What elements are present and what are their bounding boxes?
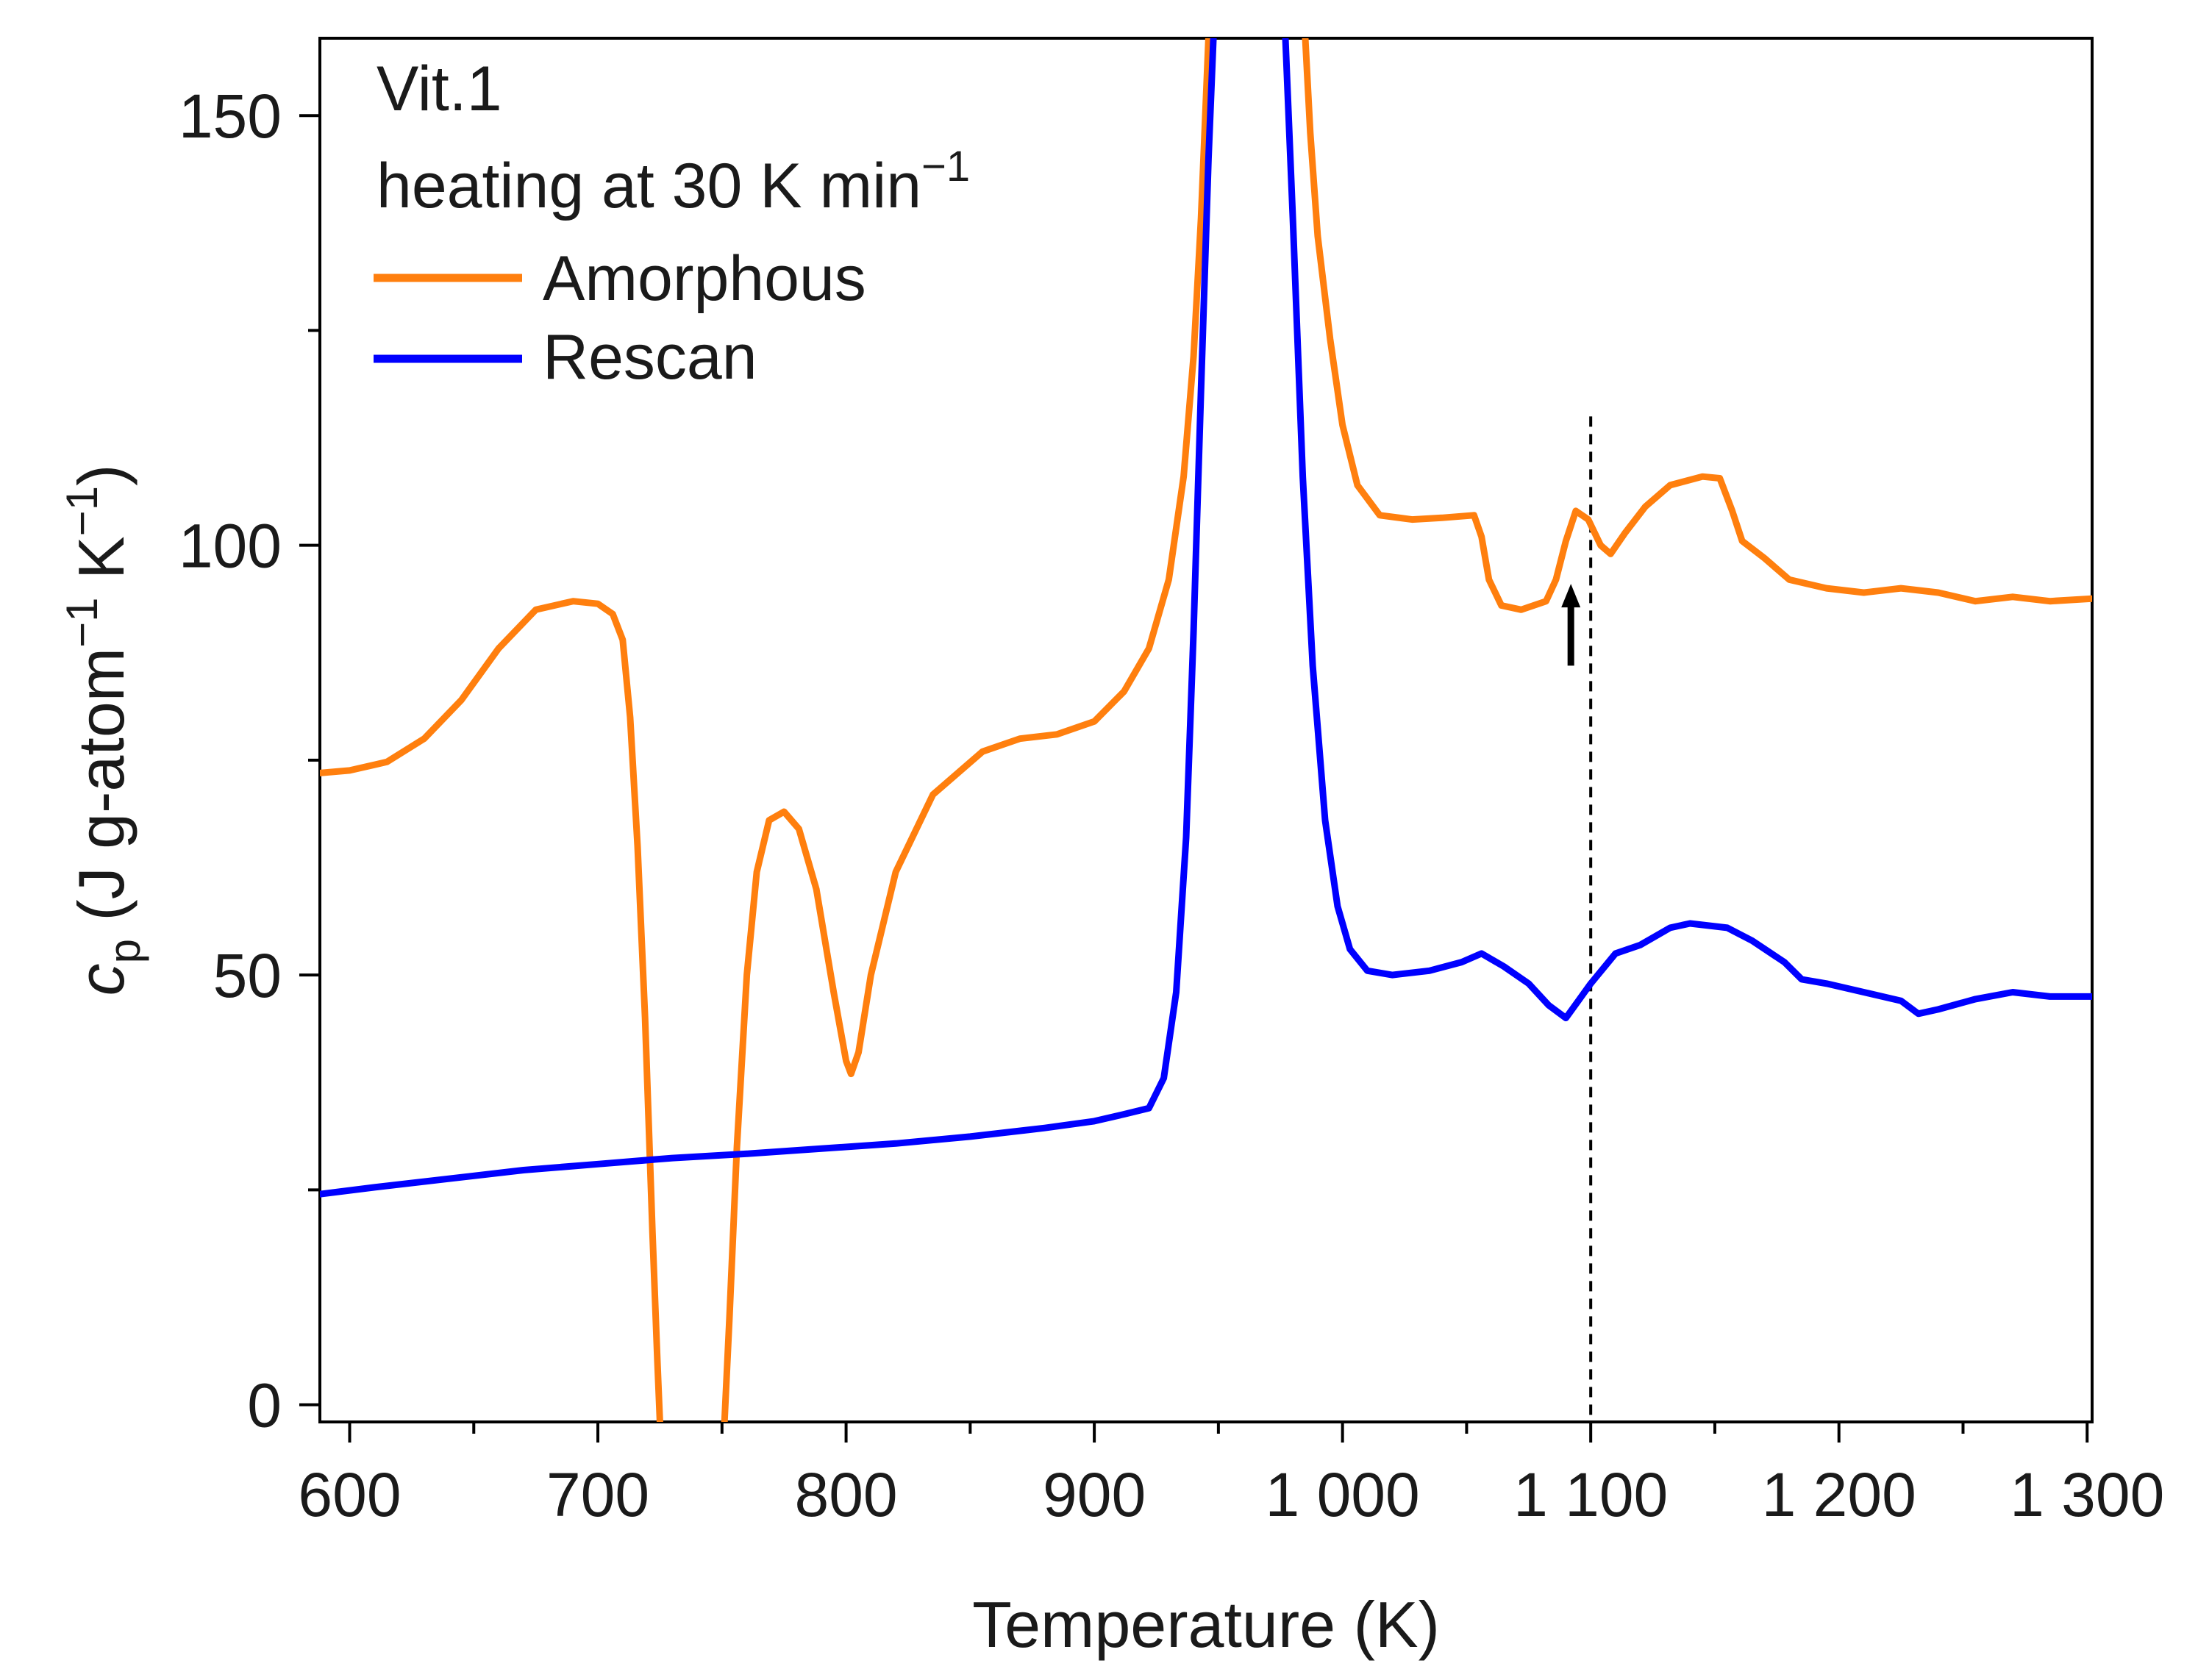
x-tick-label: 700 <box>546 1460 649 1529</box>
x-tick-label: 1 200 <box>1762 1460 1916 1529</box>
y-tick-label: 150 <box>179 82 282 151</box>
y-tick-label: 50 <box>213 941 282 1010</box>
annotation-heating: heating at 30 K min−1 <box>377 143 970 221</box>
x-tick-label: 800 <box>794 1460 897 1529</box>
series-line-amorphous-segment-2 <box>1302 38 2092 613</box>
series-line-amorphous-segment-1 <box>721 38 1212 1422</box>
x-axis: 600 700 800 900 1 000 1 100 1 200 1 300 <box>298 1422 2164 1529</box>
series-line-amorphous-segment-0 <box>320 598 663 1422</box>
arrow-annotation <box>1561 584 1581 666</box>
y-axis: 0 50 100 150 <box>179 82 320 1440</box>
x-tick-label: 1 300 <box>2010 1460 2164 1529</box>
legend-label-amorphous: Amorphous <box>543 243 866 314</box>
y-axis-title: cp (J g-atom−1 K−1) <box>57 465 149 996</box>
y-tick-label: 0 <box>247 1371 282 1440</box>
x-tick-label: 1 100 <box>1513 1460 1668 1529</box>
series-line-rescan-segment-1 <box>1282 38 2092 1022</box>
legend-label-rescan: Rescan <box>543 322 757 393</box>
x-tick-label: 900 <box>1043 1460 1146 1529</box>
annotation-sample: Vit.1 <box>377 54 502 124</box>
series-line-rescan-segment-0 <box>320 38 1217 1198</box>
x-tick-label: 1 000 <box>1266 1460 1420 1529</box>
x-tick-label: 600 <box>298 1460 401 1529</box>
x-axis-title: Temperature (K) <box>972 1588 1440 1661</box>
legend: Amorphous Rescan <box>374 243 866 393</box>
y-tick-label: 100 <box>179 512 282 581</box>
